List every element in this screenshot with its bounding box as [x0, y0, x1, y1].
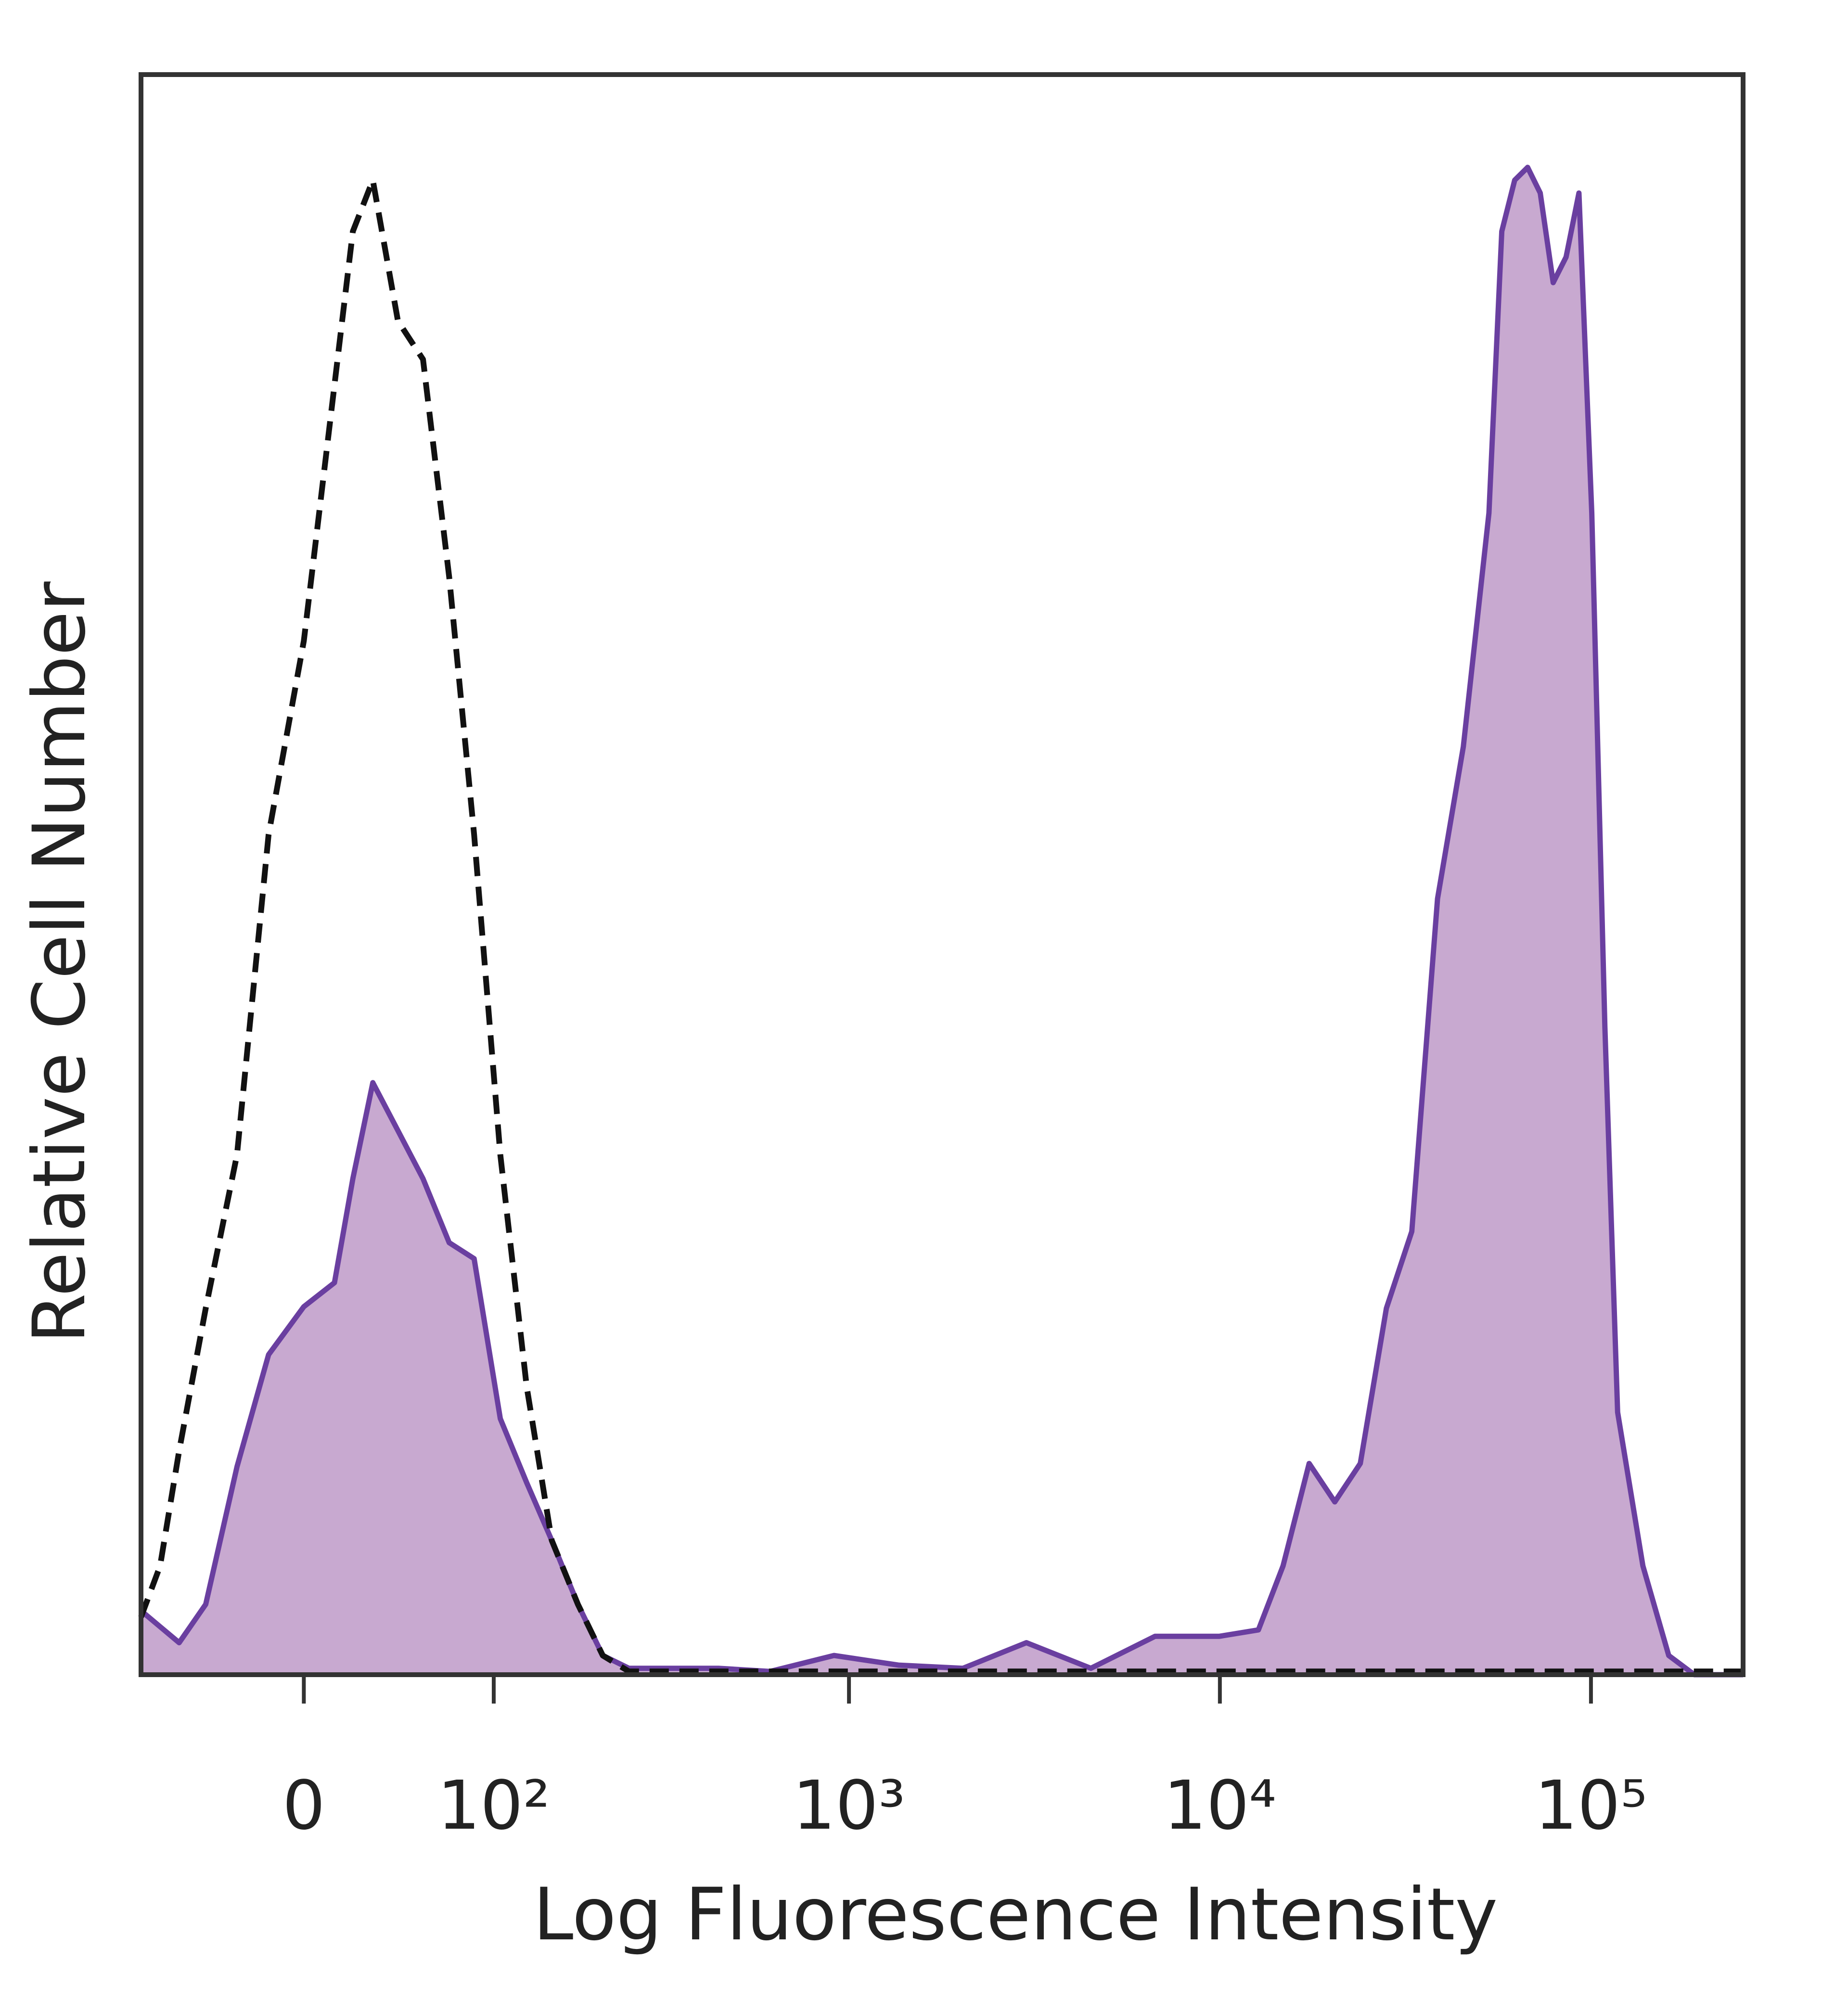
- x-tick-label: 10³: [793, 1767, 905, 1845]
- x-tick-label: 10²: [437, 1767, 550, 1845]
- x-tick-label: 10⁵: [1535, 1767, 1647, 1845]
- histogram-line: [139, 165, 1743, 1678]
- x-tick-label: 0: [282, 1767, 325, 1845]
- x-tick-label: 10⁴: [1164, 1767, 1276, 1845]
- x-axis-label: Log Fluorescence Intensity: [533, 1873, 1498, 1957]
- y-axis-label: Relative Cell Number: [18, 581, 102, 1344]
- histogram-area: [141, 167, 1743, 1675]
- plot-frame: [139, 72, 1745, 1677]
